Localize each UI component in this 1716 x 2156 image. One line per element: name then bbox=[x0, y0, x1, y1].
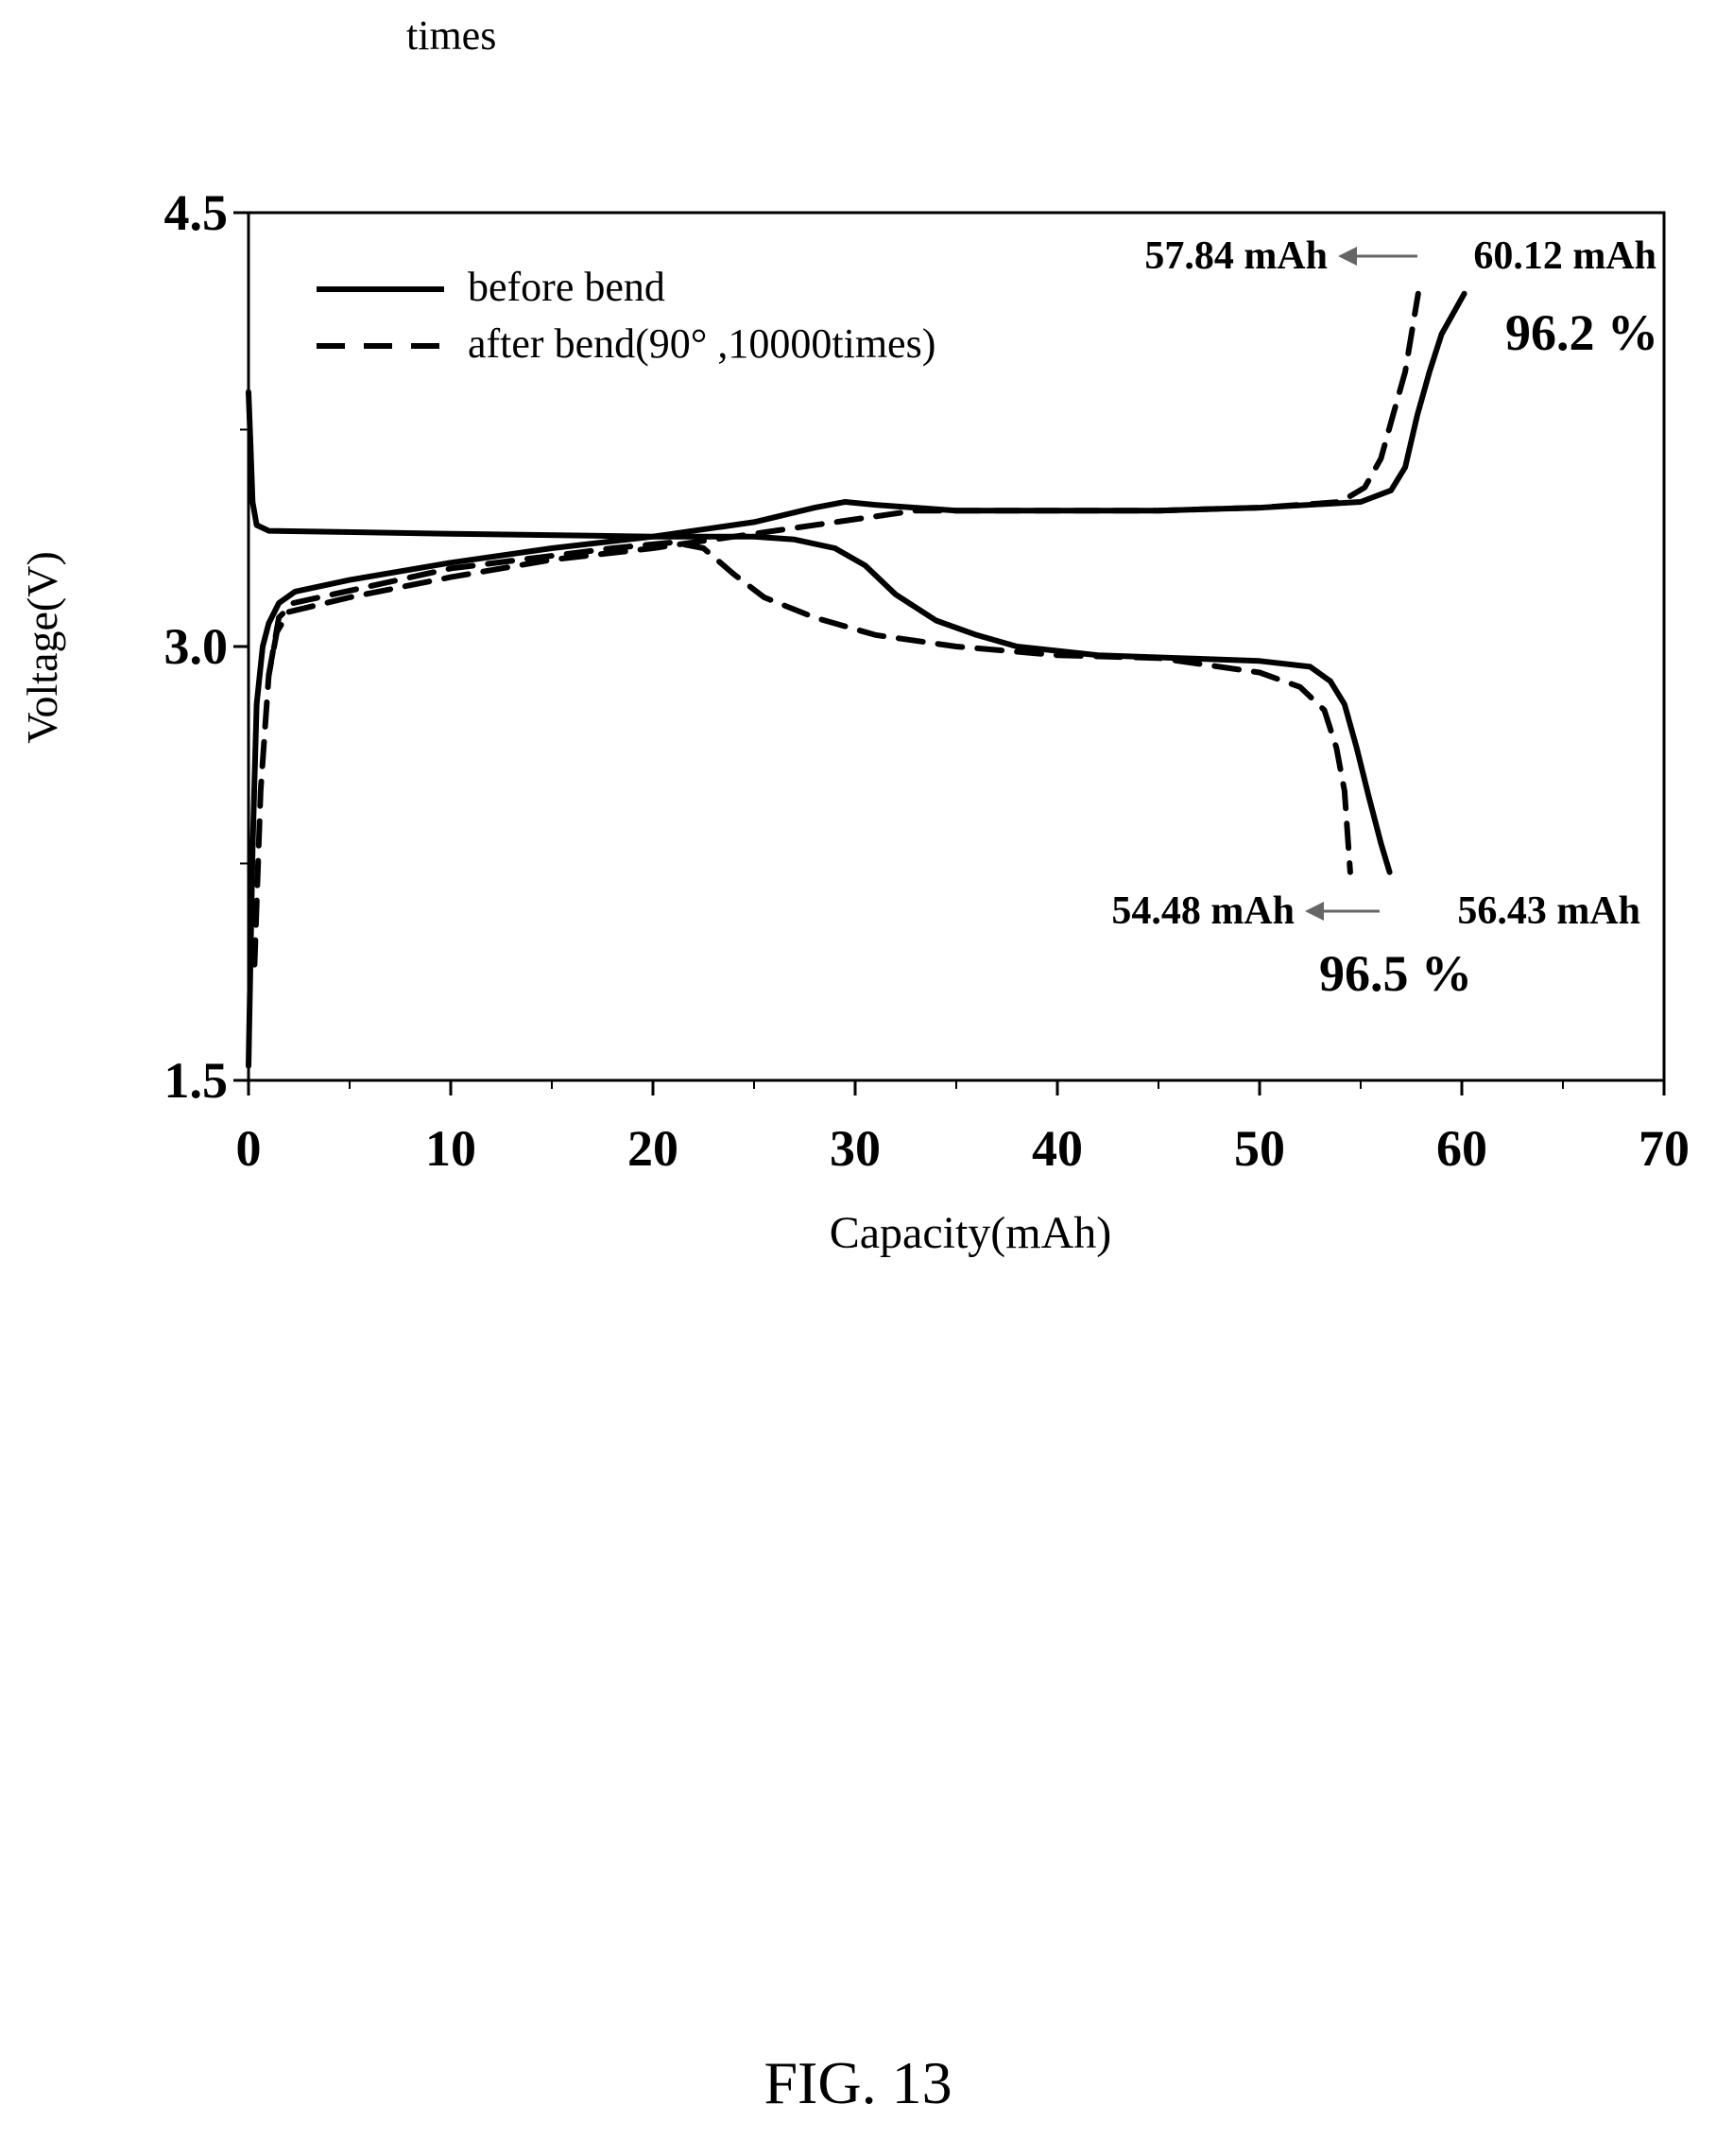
x-tick-label: 0 bbox=[236, 1120, 262, 1177]
top-text: times bbox=[406, 12, 496, 59]
x-tick-label: 50 bbox=[1234, 1120, 1285, 1177]
legend-label-after-bend: after bend(90° ,10000times) bbox=[468, 320, 935, 367]
x-tick-label: 40 bbox=[1032, 1120, 1083, 1177]
x-tick-label: 10 bbox=[425, 1120, 476, 1177]
figure-caption: FIG. 13 bbox=[764, 2049, 952, 2116]
annotation-charge: 57.84 mAh 60.12 mAh 96.2 % bbox=[1144, 234, 1658, 361]
series-line-before-bend-discharge bbox=[246, 388, 1393, 875]
y-tick-label: 1.5 bbox=[164, 1052, 229, 1109]
x-axis-label: Capacity(mAh) bbox=[830, 1208, 1112, 1258]
x-tick-label: 20 bbox=[627, 1120, 678, 1177]
legend-label-before-bend: before bend bbox=[468, 264, 665, 310]
series-line-after-bend-discharge bbox=[266, 539, 1353, 875]
charge-after-label: 57.84 mAh bbox=[1144, 234, 1328, 278]
y-tick-label: 4.5 bbox=[164, 184, 229, 241]
series-line-before-bend-charge bbox=[246, 290, 1467, 1069]
discharge-before-label: 56.43 mAh bbox=[1457, 889, 1640, 933]
x-tick-label: 30 bbox=[830, 1120, 881, 1177]
legend: before bend after bend(90° ,10000times) bbox=[317, 264, 935, 367]
discharge-after-label: 54.48 mAh bbox=[1111, 889, 1295, 933]
annotation-discharge: 54.48 mAh 56.43 mAh 96.5 % bbox=[1111, 889, 1640, 1002]
discharge-arrow-head bbox=[1305, 902, 1324, 921]
charge-before-label: 60.12 mAh bbox=[1473, 234, 1656, 278]
charge-ratio-label: 96.2 % bbox=[1505, 304, 1658, 361]
series-line-after-bend-charge bbox=[251, 290, 1421, 968]
x-tick-label: 70 bbox=[1639, 1120, 1690, 1177]
y-axis-label: Voltage(V) bbox=[18, 551, 66, 744]
discharge-ratio-label: 96.5 % bbox=[1319, 945, 1472, 1002]
charge-arrow-head bbox=[1338, 247, 1357, 266]
plot-area: 0 10 20 30 40 50 60 70 1.5 3.0 4.5 bbox=[164, 184, 1690, 1177]
x-tick-label: 60 bbox=[1436, 1120, 1487, 1177]
y-tick-label: 3.0 bbox=[164, 618, 229, 675]
